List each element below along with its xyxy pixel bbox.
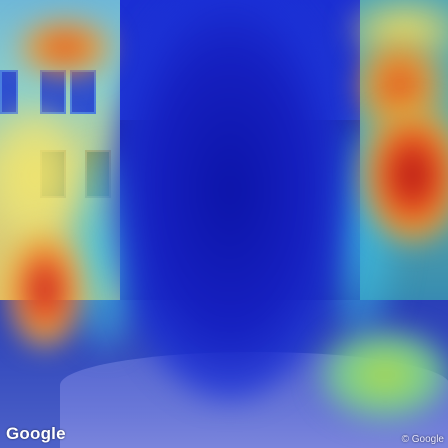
window xyxy=(85,150,111,198)
google-logo: Google xyxy=(6,424,66,443)
window xyxy=(0,70,18,114)
building-left xyxy=(0,0,120,300)
window xyxy=(40,70,66,114)
window xyxy=(70,70,96,114)
copyright-notice: © Google xyxy=(401,434,444,445)
sky xyxy=(100,0,360,120)
window xyxy=(40,150,66,198)
car-roof xyxy=(60,352,448,448)
